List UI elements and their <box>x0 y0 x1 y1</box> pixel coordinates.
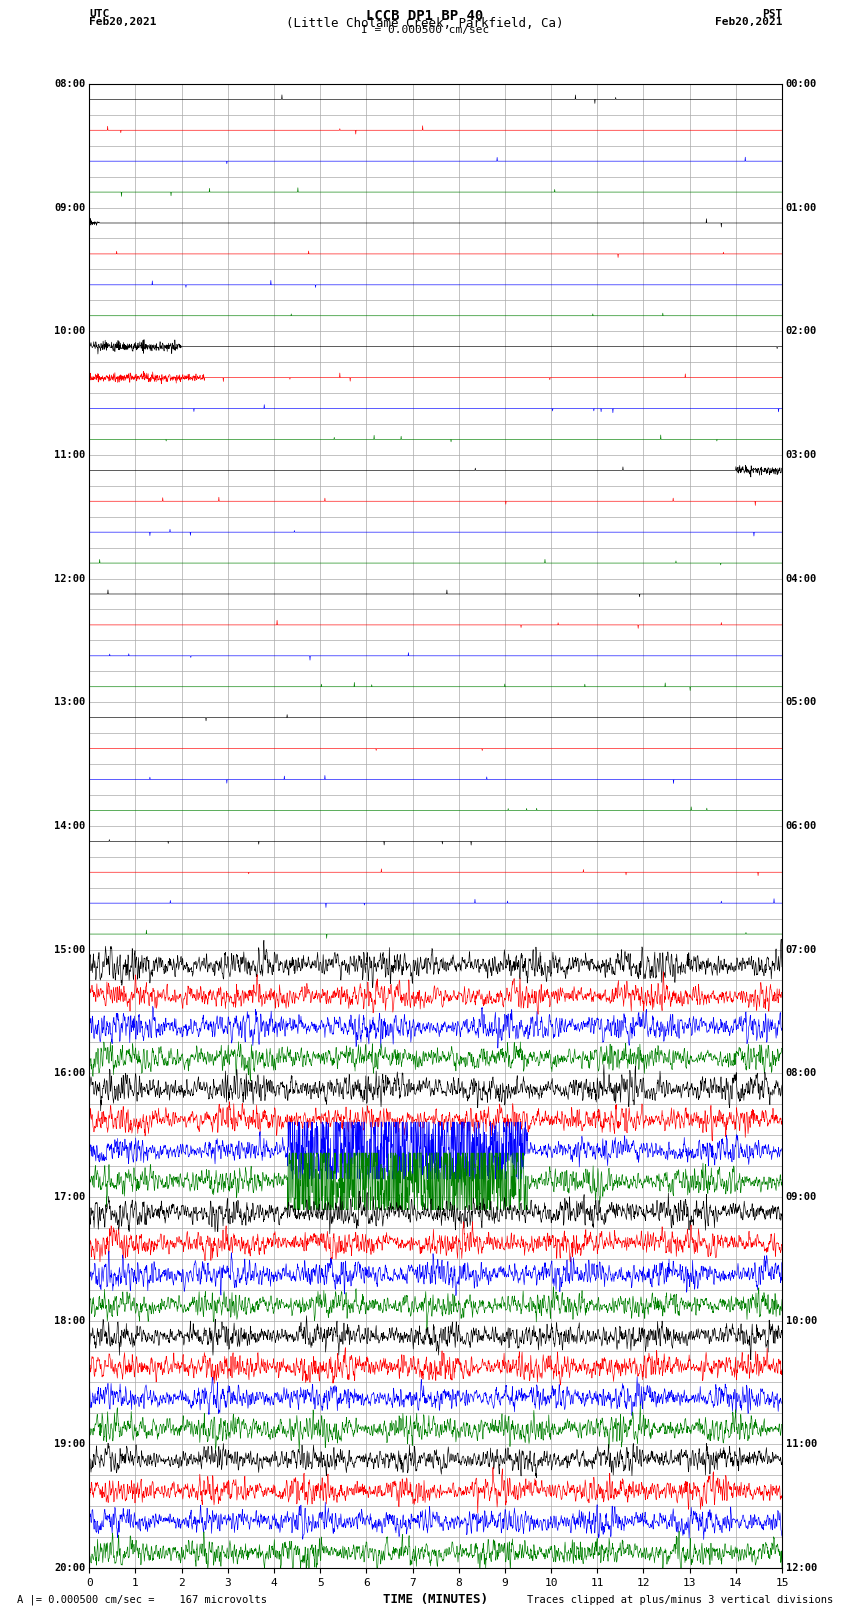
Text: A |= 0.000500 cm/sec =    167 microvolts: A |= 0.000500 cm/sec = 167 microvolts <box>17 1594 267 1605</box>
Text: 08:00: 08:00 <box>785 1068 817 1077</box>
Text: 02:00: 02:00 <box>785 326 817 336</box>
Text: 20:00: 20:00 <box>54 1563 86 1573</box>
Text: 03:00: 03:00 <box>785 450 817 460</box>
Text: 14:00: 14:00 <box>54 821 86 831</box>
Text: 04:00: 04:00 <box>785 574 817 584</box>
Text: 13:00: 13:00 <box>54 697 86 706</box>
Text: 19:00: 19:00 <box>54 1439 86 1448</box>
Text: 10:00: 10:00 <box>785 1316 817 1326</box>
Text: 12:00: 12:00 <box>785 1563 817 1573</box>
Text: 17:00: 17:00 <box>54 1192 86 1202</box>
X-axis label: TIME (MINUTES): TIME (MINUTES) <box>383 1594 488 1607</box>
Text: Feb20,2021: Feb20,2021 <box>715 18 782 27</box>
Text: (Little Cholame Creek, Parkfield, Ca): (Little Cholame Creek, Parkfield, Ca) <box>286 18 564 31</box>
Text: 06:00: 06:00 <box>785 821 817 831</box>
Text: 07:00: 07:00 <box>785 945 817 955</box>
Text: 15:00: 15:00 <box>54 945 86 955</box>
Text: 01:00: 01:00 <box>785 203 817 213</box>
Text: 11:00: 11:00 <box>54 450 86 460</box>
Text: 11:00: 11:00 <box>785 1439 817 1448</box>
Text: 05:00: 05:00 <box>785 697 817 706</box>
Text: 16:00: 16:00 <box>54 1068 86 1077</box>
Text: LCCB DP1 BP 40: LCCB DP1 BP 40 <box>366 10 484 23</box>
Text: 00:00: 00:00 <box>785 79 817 89</box>
Text: UTC: UTC <box>89 10 110 19</box>
Text: 12:00: 12:00 <box>54 574 86 584</box>
Text: 09:00: 09:00 <box>54 203 86 213</box>
Text: Feb20,2021: Feb20,2021 <box>89 18 156 27</box>
Text: 08:00: 08:00 <box>54 79 86 89</box>
Text: I = 0.000500 cm/sec: I = 0.000500 cm/sec <box>361 24 489 35</box>
Text: PST: PST <box>762 10 782 19</box>
Text: Traces clipped at plus/minus 3 vertical divisions: Traces clipped at plus/minus 3 vertical … <box>527 1595 833 1605</box>
Text: 09:00: 09:00 <box>785 1192 817 1202</box>
Text: 10:00: 10:00 <box>54 326 86 336</box>
Text: 18:00: 18:00 <box>54 1316 86 1326</box>
